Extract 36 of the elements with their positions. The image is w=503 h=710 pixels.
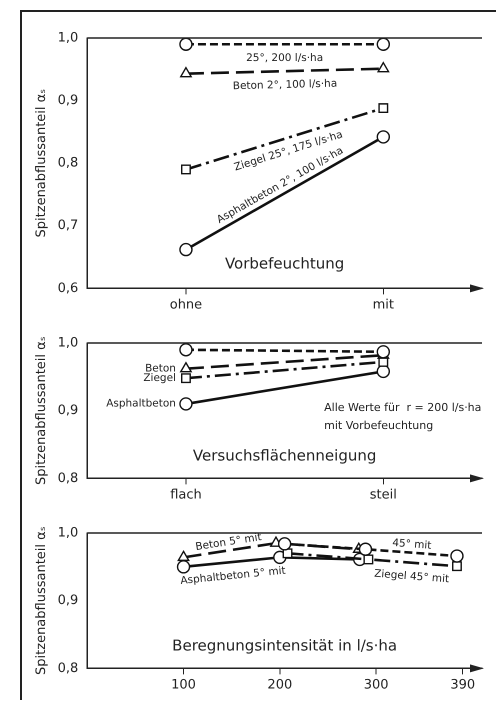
y-axis-title: Spitzenabflussanteil αₛ	[34, 526, 50, 675]
x-axis-title: Vorbefeuchtung	[224, 254, 344, 272]
series-label: Asphaltbeton	[106, 398, 176, 410]
x-tick-label: flach	[170, 488, 202, 503]
series-label: Beton 2°, 100 l/s·ha	[232, 78, 338, 92]
y-tick-label: 0,9	[58, 593, 78, 608]
series-label: Beton	[145, 362, 176, 374]
x-tick-label: mit	[372, 298, 394, 313]
text: Asphaltbeton 5° mit	[180, 564, 286, 587]
x-axis-title: Beregnungsintensität in l/s·ha	[172, 636, 398, 654]
x-tick-label: steil	[370, 488, 397, 503]
series-label: Ziegel	[143, 372, 176, 384]
series-label: 45° mit	[392, 536, 432, 552]
series-label: 25°, 200 l/s·ha	[246, 52, 324, 64]
series-label: Ziegel 45° mit	[374, 568, 450, 586]
x-tick-label: 200	[267, 678, 292, 693]
x-tick-label: ohne	[170, 298, 202, 313]
y-tick-label: 0,9	[58, 92, 78, 108]
x-tick-label: 300	[364, 678, 389, 693]
x-tick-label: 390	[450, 678, 476, 693]
y-tick-label: 0,8	[58, 156, 78, 171]
y-axis-title: Spitzenabflussanteil αₛ	[34, 336, 50, 485]
y-tick-label: 0,7	[58, 218, 78, 234]
y-tick-label: 0,8	[58, 660, 78, 676]
x-axis-title: Versuchsflächenneigung	[192, 446, 376, 464]
y-tick-label: 1,0	[58, 525, 78, 540]
y-tick-label: 0,9	[58, 403, 78, 418]
annotation: Alle Werte für r = 200 l/s·ha	[324, 400, 482, 414]
text: Beton 5° mit	[194, 531, 262, 554]
annotation: mit Vorbefeuchtung	[324, 418, 434, 432]
y-tick-label: 1,0	[58, 335, 78, 350]
y-tick-label: 0,8	[58, 470, 78, 486]
x-tick-label: 100	[171, 678, 196, 693]
y-tick-label: 0,6	[58, 280, 78, 296]
y-axis-title: Spitzenabflussanteil αₛ	[34, 88, 50, 238]
y-tick-label: 1,0	[58, 30, 78, 46]
